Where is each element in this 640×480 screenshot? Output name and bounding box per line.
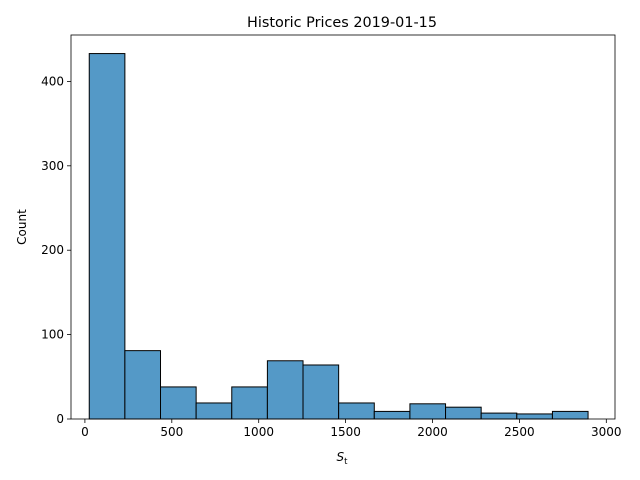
histogram-bar-0 <box>88 53 126 420</box>
histogram-bar-13 <box>551 410 589 420</box>
y-axis-ticks: 0 100 200 300 400 <box>41 74 71 426</box>
y-tick-label-4: 400 <box>41 74 64 88</box>
x-axis-label-subscript: t <box>344 457 348 467</box>
x-tick-label-0: 0 <box>81 425 89 439</box>
histogram-bar-12 <box>516 413 553 420</box>
histogram-bar-1 <box>124 350 162 420</box>
histogram-bar-10 <box>445 406 482 420</box>
histogram-bar-6 <box>302 364 340 420</box>
x-tick-label-4: 2000 <box>417 425 448 439</box>
histogram-bar-3 <box>195 402 233 420</box>
histogram-bar-2 <box>160 386 197 420</box>
chart-title: Historic Prices 2019-01-15 <box>247 15 437 31</box>
histogram-bar-9 <box>409 403 447 420</box>
y-tick-label-3: 300 <box>41 159 64 173</box>
histogram-bar-11 <box>480 412 518 420</box>
x-tick-label-6: 3000 <box>591 425 622 439</box>
x-axis-ticks: 0 500 1000 1500 2000 2500 3000 <box>81 419 622 439</box>
histogram-bar-5 <box>266 360 304 420</box>
x-tick-label-3: 1500 <box>330 425 361 439</box>
axes-frame <box>70 34 616 420</box>
x-tick-label-2: 1000 <box>243 425 274 439</box>
histogram-bar-7 <box>338 402 375 420</box>
histogram-bar-8 <box>373 410 411 420</box>
y-tick-label-2: 200 <box>41 243 64 257</box>
y-tick-label-1: 100 <box>41 328 64 342</box>
bars-group <box>88 53 589 420</box>
x-tick-label-1: 500 <box>160 425 183 439</box>
y-axis-label: Count <box>15 209 29 245</box>
x-tick-label-5: 2500 <box>504 425 535 439</box>
x-axis-label-base: S <box>337 450 345 464</box>
histogram-bar-4 <box>231 386 268 420</box>
x-axis-label: St <box>337 450 349 467</box>
y-tick-label-0: 0 <box>56 412 64 426</box>
